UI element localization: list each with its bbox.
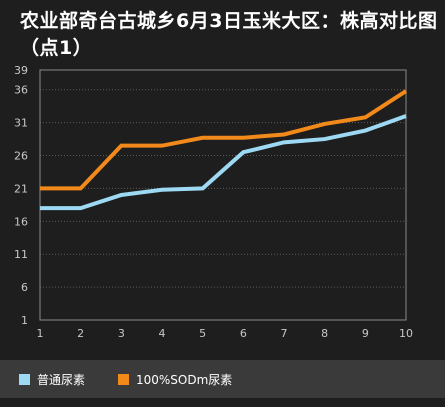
x-tick-label-9: 9	[362, 327, 369, 340]
x-tick-label-7: 7	[281, 327, 288, 340]
y-tick-label-16: 16	[14, 215, 28, 228]
legend-swatch-series-2	[118, 373, 129, 385]
y-tick-label-1: 1	[21, 314, 28, 327]
y-tick-label-26: 26	[14, 150, 28, 163]
x-tick-label-4: 4	[159, 327, 166, 340]
legend-label-series-2: 100%SODm尿素	[136, 372, 233, 387]
legend: 普通尿素 100%SODm尿素	[0, 360, 445, 398]
x-tick-label-8: 8	[321, 327, 328, 340]
y-tick-label-39: 39	[14, 64, 28, 77]
series-line-2	[40, 89, 408, 191]
x-tick-label-5: 5	[199, 327, 206, 340]
bottom-strip	[0, 398, 445, 407]
legend-label-series-1: 普通尿素	[37, 372, 86, 387]
series-line-1	[40, 114, 407, 211]
plot-area-border	[39, 69, 407, 321]
x-tick-label-2: 2	[77, 327, 84, 340]
y-tick-label-36: 36	[14, 84, 28, 97]
y-tick-label-31: 31	[14, 117, 28, 130]
y-tick-label-6: 6	[21, 281, 28, 294]
x-tick-label-3: 3	[118, 327, 125, 340]
y-tick-label-21: 21	[14, 182, 28, 195]
legend-swatch-series-1	[19, 373, 30, 385]
legend-item-series-1: 普通尿素	[19, 371, 85, 387]
x-tick-label-10: 10	[399, 327, 413, 340]
x-tick-label-1: 1	[37, 327, 44, 340]
x-tick-label-6: 6	[240, 327, 247, 340]
y-tick-label-11: 11	[14, 248, 28, 261]
chart-title: 农业部奇台古城乡6月3日玉米大区：株高对比图（点1）	[20, 10, 438, 59]
legend-item-series-2: 100%SODm尿素	[118, 371, 232, 387]
